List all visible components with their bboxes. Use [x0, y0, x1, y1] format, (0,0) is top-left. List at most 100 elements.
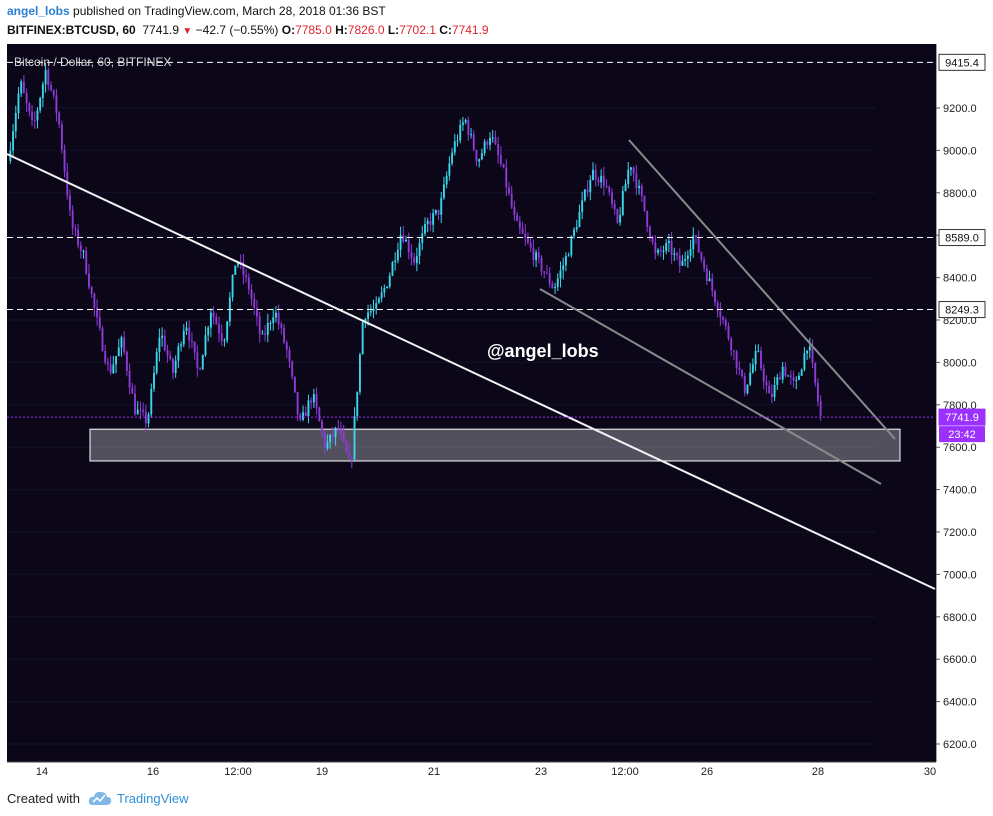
candle [96, 299, 99, 326]
candle [499, 146, 502, 167]
candle [25, 88, 28, 113]
candle [402, 225, 405, 244]
candle [394, 252, 397, 271]
candle [662, 245, 665, 260]
candle [592, 162, 594, 181]
candle [413, 253, 416, 266]
candle [123, 330, 126, 355]
candle [90, 285, 93, 299]
candle [125, 350, 128, 377]
candle [586, 180, 589, 197]
candle [779, 371, 781, 380]
candle [814, 362, 817, 387]
candle [155, 348, 158, 375]
candle [258, 311, 261, 343]
candle [613, 199, 616, 215]
candle [372, 299, 375, 319]
price-chart[interactable]: Bitcoin / Dollar, 60, BITFINEX @angel_lo… [7, 44, 936, 779]
candle [318, 406, 321, 422]
price-scale[interactable]: 9200.09000.08800.08600.08400.08200.08000… [936, 44, 993, 779]
tradingview-link[interactable]: TradingView [117, 791, 189, 806]
candle [621, 185, 624, 217]
x-axis[interactable]: 14 16 12:00 19 21 23 12:00 26 28 30 [7, 761, 936, 779]
candle [323, 430, 326, 455]
candle [518, 216, 521, 235]
candle [784, 361, 787, 378]
candle [659, 245, 662, 258]
y-tick-label: 6600.0 [943, 654, 977, 666]
candle [231, 274, 234, 302]
level-badge-label: 7741.9 [945, 412, 979, 424]
candle [700, 251, 703, 263]
candle [342, 424, 345, 444]
candle [562, 257, 565, 280]
candle [792, 370, 795, 388]
candle [358, 352, 361, 395]
symbol-label: BITFINEX:BTCUSD, 60 [7, 23, 136, 37]
candle [434, 209, 437, 216]
trendline-main [7, 153, 936, 590]
level-badge-label: 9415.4 [945, 57, 979, 69]
y-tick-label: 7200.0 [943, 527, 977, 539]
candle [545, 264, 548, 274]
candle [356, 391, 359, 421]
symbol-info: BITFINEX:BTCUSD, 60 7741.9 ▼ −42.7 (−0.5… [7, 23, 489, 37]
candle [806, 350, 809, 360]
candle [716, 299, 719, 318]
candle [703, 256, 706, 273]
candle [673, 247, 676, 261]
candle [239, 254, 242, 270]
level-badge [938, 408, 986, 426]
candle [169, 350, 172, 361]
candle [310, 397, 313, 410]
candle [480, 148, 483, 161]
y-tick-label: 8400.0 [943, 273, 977, 285]
candle [624, 179, 627, 192]
candle [20, 79, 23, 98]
candle [182, 323, 185, 348]
candle [573, 227, 575, 239]
candle [215, 313, 218, 325]
candle [816, 378, 819, 407]
x-tick-label: 21 [428, 766, 440, 778]
watermark: @angel_lobs [487, 341, 599, 361]
candle [153, 365, 155, 393]
candle [681, 254, 684, 266]
candle [134, 384, 136, 416]
candle [326, 434, 329, 451]
candle [388, 272, 391, 289]
candle [174, 355, 177, 378]
candle [470, 128, 473, 139]
candle [375, 296, 378, 315]
candle [98, 309, 101, 331]
candle [437, 209, 440, 221]
trendline-lower-wedge [539, 288, 882, 485]
candle [391, 260, 394, 277]
author-link[interactable]: angel_lobs [7, 4, 70, 18]
candle [600, 169, 603, 189]
candle [399, 226, 402, 258]
candle [201, 354, 204, 370]
candle [789, 370, 792, 385]
candle [285, 340, 288, 359]
candle [329, 434, 332, 449]
candle [386, 286, 388, 289]
candle [719, 302, 722, 326]
candle [166, 344, 169, 363]
candle [556, 273, 559, 292]
candle [147, 412, 150, 428]
candle [762, 364, 765, 390]
candle [494, 130, 497, 146]
candle [115, 356, 117, 374]
candle [798, 372, 800, 381]
candle [581, 191, 584, 220]
candle [250, 284, 253, 306]
candle [418, 238, 421, 265]
candle [695, 234, 697, 245]
plot-area[interactable] [7, 44, 936, 762]
candle [773, 376, 776, 401]
candle [689, 239, 692, 262]
candle [578, 204, 581, 228]
candle [640, 183, 643, 203]
candle [180, 341, 183, 352]
